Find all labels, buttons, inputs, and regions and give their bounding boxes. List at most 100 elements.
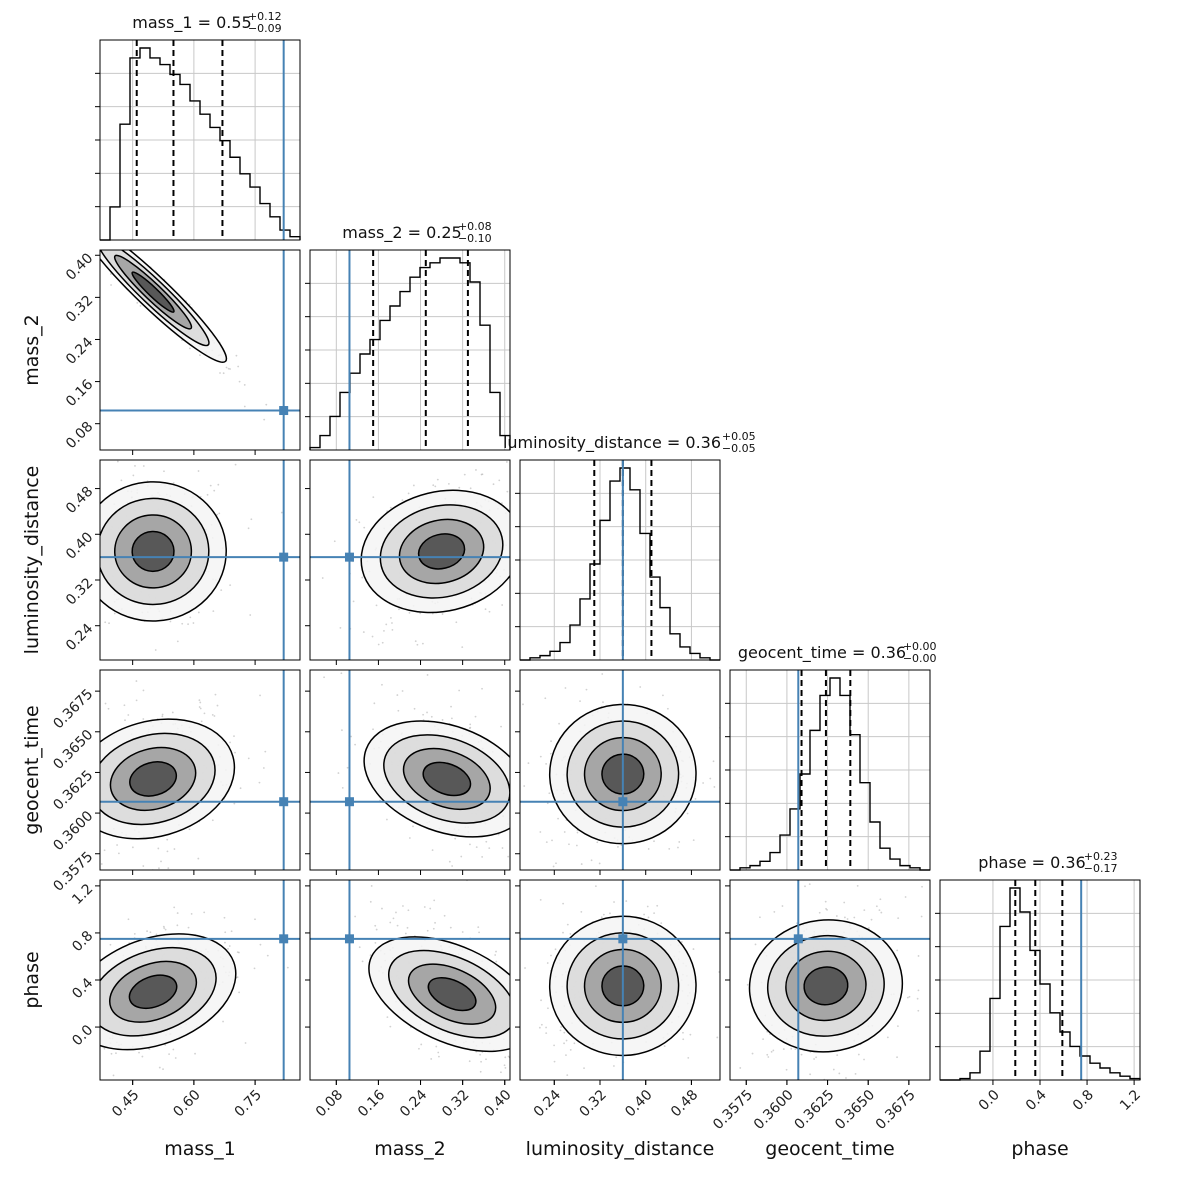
scatter-point <box>418 1047 420 1050</box>
x-tick-label: 0.75 <box>232 1087 265 1120</box>
scatter-point <box>438 1055 440 1058</box>
scatter-point <box>132 474 135 477</box>
scatter-point <box>458 689 461 692</box>
scatter-point <box>420 1043 423 1046</box>
panel-frame <box>99 459 301 661</box>
scatter-point <box>804 885 806 888</box>
scatter-point <box>95 1007 97 1009</box>
scatter-point <box>770 1050 773 1053</box>
scatter-point <box>250 518 253 521</box>
scatter-point <box>363 526 366 529</box>
x-tick-label: 0.3575 <box>710 1087 756 1133</box>
scatter-point <box>104 241 106 243</box>
scatter-point <box>554 948 557 951</box>
scatter-point <box>398 608 400 611</box>
scatter-point <box>172 482 175 484</box>
scatter-point <box>662 694 664 697</box>
panel-content <box>45 670 300 870</box>
scatter-point <box>856 885 859 887</box>
y-axis-label-geocent_time: geocent_time <box>21 705 43 834</box>
scatter-point <box>545 1032 548 1035</box>
scatter-point <box>507 855 510 858</box>
scatter-point <box>352 600 355 603</box>
scatter-point <box>613 1065 615 1067</box>
scatter-point <box>484 608 487 611</box>
scatter-point <box>96 718 98 720</box>
scatter-point <box>678 841 681 843</box>
scatter-point <box>262 767 265 769</box>
scatter-point <box>126 241 128 243</box>
scatter-point <box>488 847 491 849</box>
scatter-point <box>375 604 378 607</box>
scatter-point <box>545 763 548 765</box>
scatter-point <box>71 213 73 215</box>
scatter-point <box>540 999 542 1002</box>
scatter-point <box>565 1054 567 1057</box>
y-tick-label: 0.32 <box>63 292 96 325</box>
scatter-point <box>149 931 152 934</box>
scatter-point <box>430 715 433 718</box>
panel-2d-luminosity_distance-vs-mass_1 <box>95 459 301 665</box>
scatter-point <box>515 757 517 759</box>
scatter-point <box>813 1058 815 1060</box>
scatter-point <box>534 839 536 841</box>
scatter-point <box>838 1072 841 1075</box>
scatter-point <box>656 904 659 907</box>
scatter-point <box>521 1013 523 1015</box>
scatter-point <box>197 470 200 472</box>
scatter-point <box>722 945 724 947</box>
scatter-point <box>727 1079 729 1081</box>
scatter-point <box>569 933 572 935</box>
scatter-point <box>407 909 410 912</box>
scatter-point <box>886 1036 889 1039</box>
scatter-point <box>583 1067 585 1070</box>
scatter-point <box>560 867 562 869</box>
scatter-point <box>435 1045 438 1048</box>
scatter-point <box>566 923 569 926</box>
scatter-point <box>781 905 784 907</box>
scatter-point <box>355 519 358 521</box>
panel-content <box>310 460 510 660</box>
panel-hist-phase: phase = 0.36+0.23−0.17 <box>935 850 1141 1081</box>
scatter-point <box>832 1068 835 1071</box>
scatter-point <box>52 1024 54 1026</box>
scatter-point <box>429 907 432 910</box>
scatter-point <box>173 848 176 850</box>
x-tick-label: 0.45 <box>109 1087 142 1120</box>
title-mass_1: mass_1 = 0.55 <box>132 13 251 33</box>
scatter-point <box>187 623 189 626</box>
panel-content <box>310 880 523 1080</box>
scatter-point <box>512 724 514 726</box>
scatter-point <box>229 741 231 744</box>
y-tick-label: 0.3650 <box>50 727 96 773</box>
scatter-point <box>96 825 98 827</box>
x-tick-label: 0.0 <box>976 1087 1003 1114</box>
scatter-point <box>197 611 200 614</box>
scatter-point <box>81 220 83 222</box>
scatter-point <box>431 849 434 851</box>
scatter-point <box>601 673 604 675</box>
scatter-point <box>527 762 530 765</box>
scatter-point <box>917 955 920 957</box>
panel-content <box>727 880 930 1081</box>
scatter-point <box>580 863 583 865</box>
scatter-point <box>512 773 514 775</box>
scatter-point <box>95 246 97 248</box>
panel-frame <box>99 669 301 871</box>
scatter-point <box>142 465 145 467</box>
title-plus: +0.05 <box>722 430 756 443</box>
scatter-point <box>136 301 139 304</box>
scatter-point <box>162 925 165 928</box>
scatter-point <box>194 1052 196 1055</box>
panel-2d-geocent_time-vs-luminosity_distance <box>515 669 721 875</box>
scatter-point <box>45 839 47 841</box>
scatter-point <box>497 833 500 836</box>
scatter-point <box>103 228 105 230</box>
scatter-point <box>176 640 179 643</box>
scatter-point <box>560 1026 563 1028</box>
scatter-point <box>607 872 609 874</box>
scatter-point <box>615 1056 618 1059</box>
scatter-point <box>514 1052 516 1054</box>
scatter-point <box>430 1058 433 1060</box>
y-tick-label: 1.2 <box>69 881 96 908</box>
